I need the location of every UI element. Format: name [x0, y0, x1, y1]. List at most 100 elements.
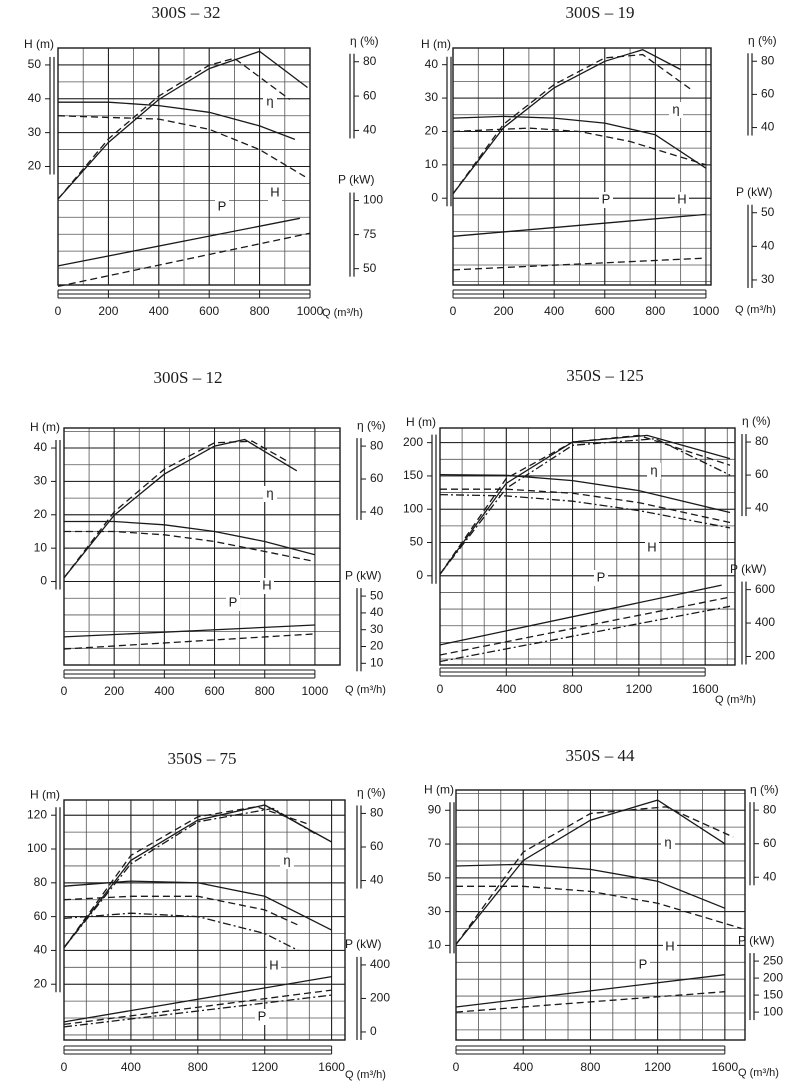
curve-label: H — [270, 184, 279, 199]
x-axis-label: Q (m³/h) — [715, 694, 756, 706]
annotation-bg — [636, 957, 650, 973]
curve-label: P — [639, 956, 648, 971]
y2-tick-label: 40 — [761, 120, 775, 134]
curve — [63, 633, 315, 650]
y-tick-label: 40 — [28, 91, 42, 105]
x-tick-label: 400 — [121, 1060, 141, 1074]
y-tick-label: 80 — [34, 875, 48, 889]
y3-tick-label: 200 — [370, 991, 390, 1005]
y-tick-label: 60 — [34, 909, 48, 923]
y-tick-label: 70 — [428, 836, 442, 850]
x-tick-label: 1000 — [693, 304, 720, 318]
y2-axis-label: η (%) — [357, 786, 386, 800]
y3-tick-label: 200 — [755, 649, 775, 663]
y3-axis-label: P (kW) — [730, 562, 766, 576]
curve — [439, 605, 731, 663]
y-tick-label: 200 — [403, 435, 423, 449]
y-tick-label: 30 — [425, 90, 439, 104]
x-tick-label: 800 — [250, 304, 270, 318]
curve-label: η — [650, 462, 657, 477]
y3-tick-label: 400 — [755, 615, 775, 629]
chart-title: 300S – 19 — [566, 3, 635, 22]
y2-axis-label: η (%) — [742, 414, 771, 428]
annotation-bg — [267, 958, 281, 974]
y-axis-label: H (m) — [24, 37, 54, 51]
annotation-bg — [599, 192, 613, 208]
curve — [57, 232, 311, 288]
curve — [63, 912, 299, 951]
y3-tick-label: 100 — [763, 1004, 783, 1018]
annotation-bg — [280, 853, 294, 869]
y3-tick-label: 50 — [370, 588, 384, 602]
y3-tick-label: 200 — [763, 970, 783, 984]
y3-axis-label: P (kW) — [738, 933, 774, 947]
y2-tick-label: 60 — [363, 88, 377, 102]
x-tick-label: 1200 — [251, 1060, 278, 1074]
x-axis-label: Q (m³/h) — [738, 1067, 779, 1079]
x-tick-label: 200 — [98, 304, 118, 318]
y-tick-label: 20 — [28, 159, 42, 173]
annotation-bg — [260, 578, 274, 594]
curve — [63, 989, 332, 1026]
y2-tick-label: 60 — [763, 836, 777, 850]
curve-label: P — [602, 191, 611, 206]
curve-label: P — [218, 198, 227, 213]
curve — [57, 50, 308, 200]
curve — [455, 974, 725, 1008]
x-tick-label: 400 — [513, 1060, 533, 1074]
curve — [452, 127, 707, 166]
x-axis-label: Q (m³/h) — [322, 307, 363, 319]
annotation-bg — [645, 540, 659, 556]
x-tick-label: 1000 — [302, 684, 329, 698]
x-tick-label: 0 — [450, 304, 457, 318]
y2-tick-label: 60 — [761, 87, 775, 101]
y3-tick-label: 20 — [370, 639, 384, 653]
y-tick-label: 0 — [431, 190, 438, 204]
plot-frame — [63, 427, 341, 666]
y-tick-label: 30 — [34, 474, 48, 488]
curve — [63, 440, 291, 579]
x-tick-label: 400 — [496, 682, 516, 696]
curve-label: P — [258, 1008, 267, 1023]
y2-tick-label: 40 — [370, 873, 384, 887]
annotation-bg — [594, 570, 608, 586]
curve — [455, 799, 726, 945]
x-tick-label: 800 — [188, 1060, 208, 1074]
y-tick-label: 10 — [428, 938, 442, 952]
y3-tick-label: 400 — [370, 957, 390, 971]
plot-frame — [452, 47, 712, 286]
x-tick-label: 200 — [494, 304, 514, 318]
curve — [63, 880, 332, 931]
chart-title: 350S – 44 — [566, 746, 635, 765]
y-tick-label: 40 — [34, 943, 48, 957]
y2-tick-label: 80 — [763, 802, 777, 816]
curve-label: P — [597, 569, 606, 584]
y-tick-label: 40 — [425, 57, 439, 71]
y2-tick-label: 60 — [370, 471, 384, 485]
x-tick-label: 600 — [199, 304, 219, 318]
curve — [452, 115, 707, 169]
curve — [452, 257, 706, 271]
x-tick-label: 1600 — [318, 1060, 345, 1074]
x-tick-label: 0 — [437, 682, 444, 696]
y3-tick-label: 50 — [761, 205, 775, 219]
y3-tick-label: 0 — [370, 1024, 377, 1038]
chart-title: 300S – 12 — [154, 368, 223, 387]
x-tick-label: 1000 — [297, 304, 324, 318]
y-tick-label: 50 — [428, 870, 442, 884]
x-tick-label: 0 — [61, 1060, 68, 1074]
curve — [63, 994, 332, 1028]
curve — [64, 530, 316, 563]
curve — [439, 434, 731, 575]
y-tick-label: 0 — [40, 574, 47, 588]
annotation-bg — [226, 595, 240, 611]
y2-tick-label: 80 — [363, 54, 377, 68]
curve — [439, 473, 731, 514]
y2-axis-label: η (%) — [750, 782, 779, 796]
curve-label: η — [672, 101, 679, 116]
curve — [64, 520, 316, 556]
x-axis-label: Q (m³/h) — [345, 684, 386, 696]
x-tick-label: 1600 — [692, 682, 719, 696]
y3-tick-label: 75 — [363, 227, 377, 241]
